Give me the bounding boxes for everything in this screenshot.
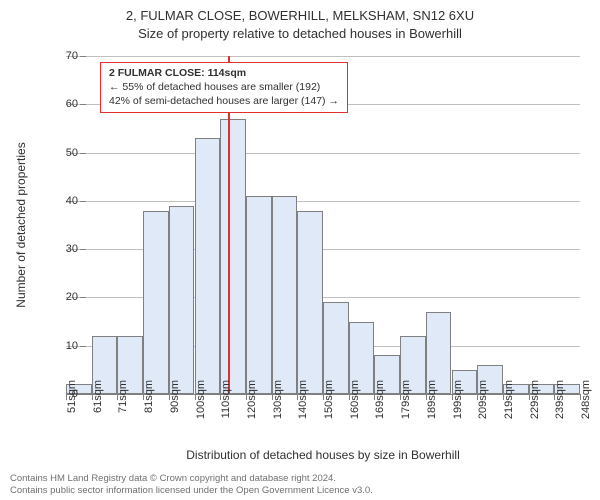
x-tick-label: 110sqm <box>220 380 232 420</box>
y-tick-label: 30 <box>38 243 78 255</box>
y-tick-label: 40 <box>38 195 78 207</box>
histogram-bar <box>169 206 195 394</box>
histogram-bar <box>220 119 246 394</box>
y-tick-label: 50 <box>38 147 78 159</box>
x-tick-label: 160sqm <box>349 380 361 420</box>
x-tick-label: 71sqm <box>117 380 129 420</box>
x-tick-label: 61sqm <box>92 380 104 420</box>
address-title: 2, FULMAR CLOSE, BOWERHILL, MELKSHAM, SN… <box>0 8 600 23</box>
credits-line-1: Contains HM Land Registry data © Crown c… <box>10 473 373 485</box>
x-tick-label: 239sqm <box>554 380 566 420</box>
grid-line <box>66 153 580 154</box>
x-tick-label: 90sqm <box>169 380 181 420</box>
credits-line-2: Contains public sector information licen… <box>10 485 373 497</box>
histogram-bar <box>195 138 221 394</box>
histogram-bar <box>246 196 272 394</box>
x-tick-label: 219sqm <box>503 380 515 420</box>
x-tick-label: 120sqm <box>246 380 258 420</box>
x-tick-label: 179sqm <box>400 380 412 420</box>
x-tick-label: 229sqm <box>529 380 541 420</box>
x-tick-label: 100sqm <box>195 380 207 420</box>
y-tick-label: 20 <box>38 291 78 303</box>
x-tick-label: 51sqm <box>66 380 78 420</box>
chart-container: 2, FULMAR CLOSE, BOWERHILL, MELKSHAM, SN… <box>0 0 600 500</box>
y-tick-label: 10 <box>38 340 78 352</box>
annotation-line-2: 42% of semi-detached houses are larger (… <box>109 94 339 108</box>
credits: Contains HM Land Registry data © Crown c… <box>10 473 373 497</box>
x-tick-label: 150sqm <box>323 380 335 420</box>
x-tick-label: 199sqm <box>452 380 464 420</box>
grid-line <box>66 201 580 202</box>
histogram-bar <box>297 211 323 394</box>
x-tick-label: 169sqm <box>374 380 386 420</box>
y-tick-label: 70 <box>38 50 78 62</box>
x-tick-label: 130sqm <box>272 380 284 420</box>
annotation-line-1: ← 55% of detached houses are smaller (19… <box>109 80 339 94</box>
x-tick-label: 209sqm <box>477 380 489 420</box>
x-tick-label: 81sqm <box>143 380 155 420</box>
x-axis-label: Distribution of detached houses by size … <box>66 448 580 462</box>
y-axis-label: Number of detached properties <box>14 56 34 394</box>
y-tick-label: 60 <box>38 98 78 110</box>
x-tick-label: 248sqm <box>580 380 592 420</box>
annotation-title: 2 FULMAR CLOSE: 114sqm <box>109 66 339 80</box>
annotation-box: 2 FULMAR CLOSE: 114sqm ← 55% of detached… <box>100 62 348 113</box>
x-tick-label: 140sqm <box>297 380 309 420</box>
histogram-bar <box>143 211 169 394</box>
x-tick-label: 189sqm <box>426 380 438 420</box>
grid-line <box>66 56 580 57</box>
chart-subtitle: Size of property relative to detached ho… <box>0 26 600 41</box>
histogram-bar <box>272 196 298 394</box>
